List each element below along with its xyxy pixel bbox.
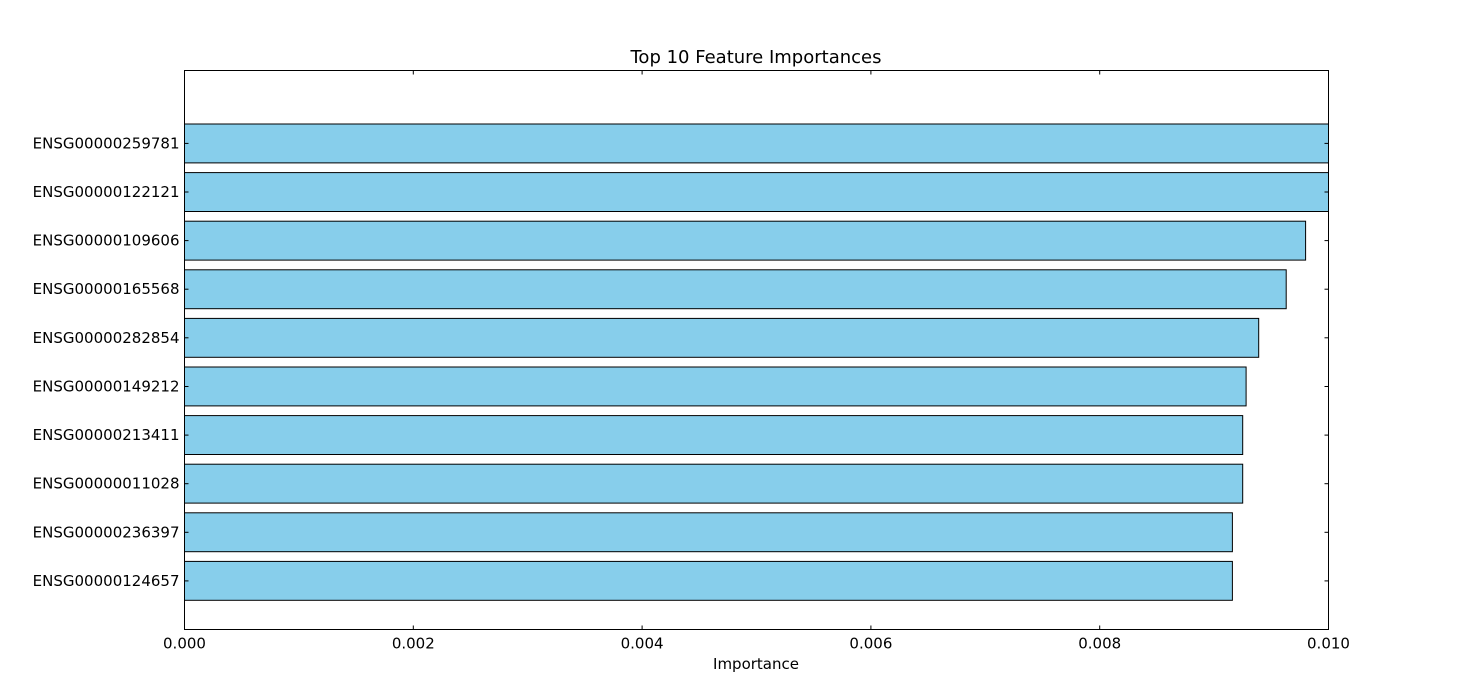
x-tick-label: 0.008 bbox=[1078, 635, 1121, 653]
x-axis-label: Importance bbox=[713, 655, 799, 673]
bar-ENSG00000282854 bbox=[184, 317, 1260, 358]
bar-ENSG00000149212 bbox=[184, 366, 1247, 407]
y-tick-label: ENSG00000149212 bbox=[33, 378, 180, 396]
plot-area-frame bbox=[184, 70, 1329, 630]
bar-ENSG00000259781 bbox=[184, 123, 1329, 164]
x-tick-label: 0.000 bbox=[163, 635, 206, 653]
bar-ENSG00000011028 bbox=[184, 463, 1244, 504]
bar-ENSG00000165568 bbox=[184, 269, 1287, 310]
bar-ENSG00000122121 bbox=[184, 172, 1329, 213]
y-tick-label: ENSG00000011028 bbox=[33, 475, 180, 493]
x-axis-ticks: 0.000 0.002 0.004 0.006 0.008 0.010 bbox=[163, 70, 1350, 653]
bar-ENSG00000213411 bbox=[184, 415, 1244, 456]
x-tick-label: 0.002 bbox=[392, 635, 435, 653]
y-tick-label: ENSG00000109606 bbox=[33, 232, 180, 250]
y-tick-label: ENSG00000213411 bbox=[33, 426, 180, 444]
bar-ENSG00000109606 bbox=[184, 220, 1307, 261]
y-axis-ticks: ENSG00000259781 ENSG00000122121 ENSG000001… bbox=[33, 134, 1329, 590]
bar-ENSG00000236397 bbox=[184, 512, 1233, 553]
x-tick-label: 0.010 bbox=[1307, 635, 1350, 653]
y-tick-label: ENSG00000259781 bbox=[33, 134, 180, 152]
bar-ENSG00000124657 bbox=[184, 560, 1233, 601]
y-tick-label: ENSG00000124657 bbox=[33, 572, 180, 590]
y-tick-label: ENSG00000122121 bbox=[33, 183, 180, 201]
y-tick-label: ENSG00000236397 bbox=[33, 523, 180, 541]
x-tick-label: 0.004 bbox=[621, 635, 664, 653]
y-tick-label: ENSG00000282854 bbox=[33, 329, 180, 347]
y-tick-label: ENSG00000165568 bbox=[33, 280, 180, 298]
bars-group bbox=[184, 123, 1329, 601]
chart-title: Top 10 Feature Importances bbox=[630, 47, 882, 68]
x-tick-label: 0.006 bbox=[849, 635, 892, 653]
